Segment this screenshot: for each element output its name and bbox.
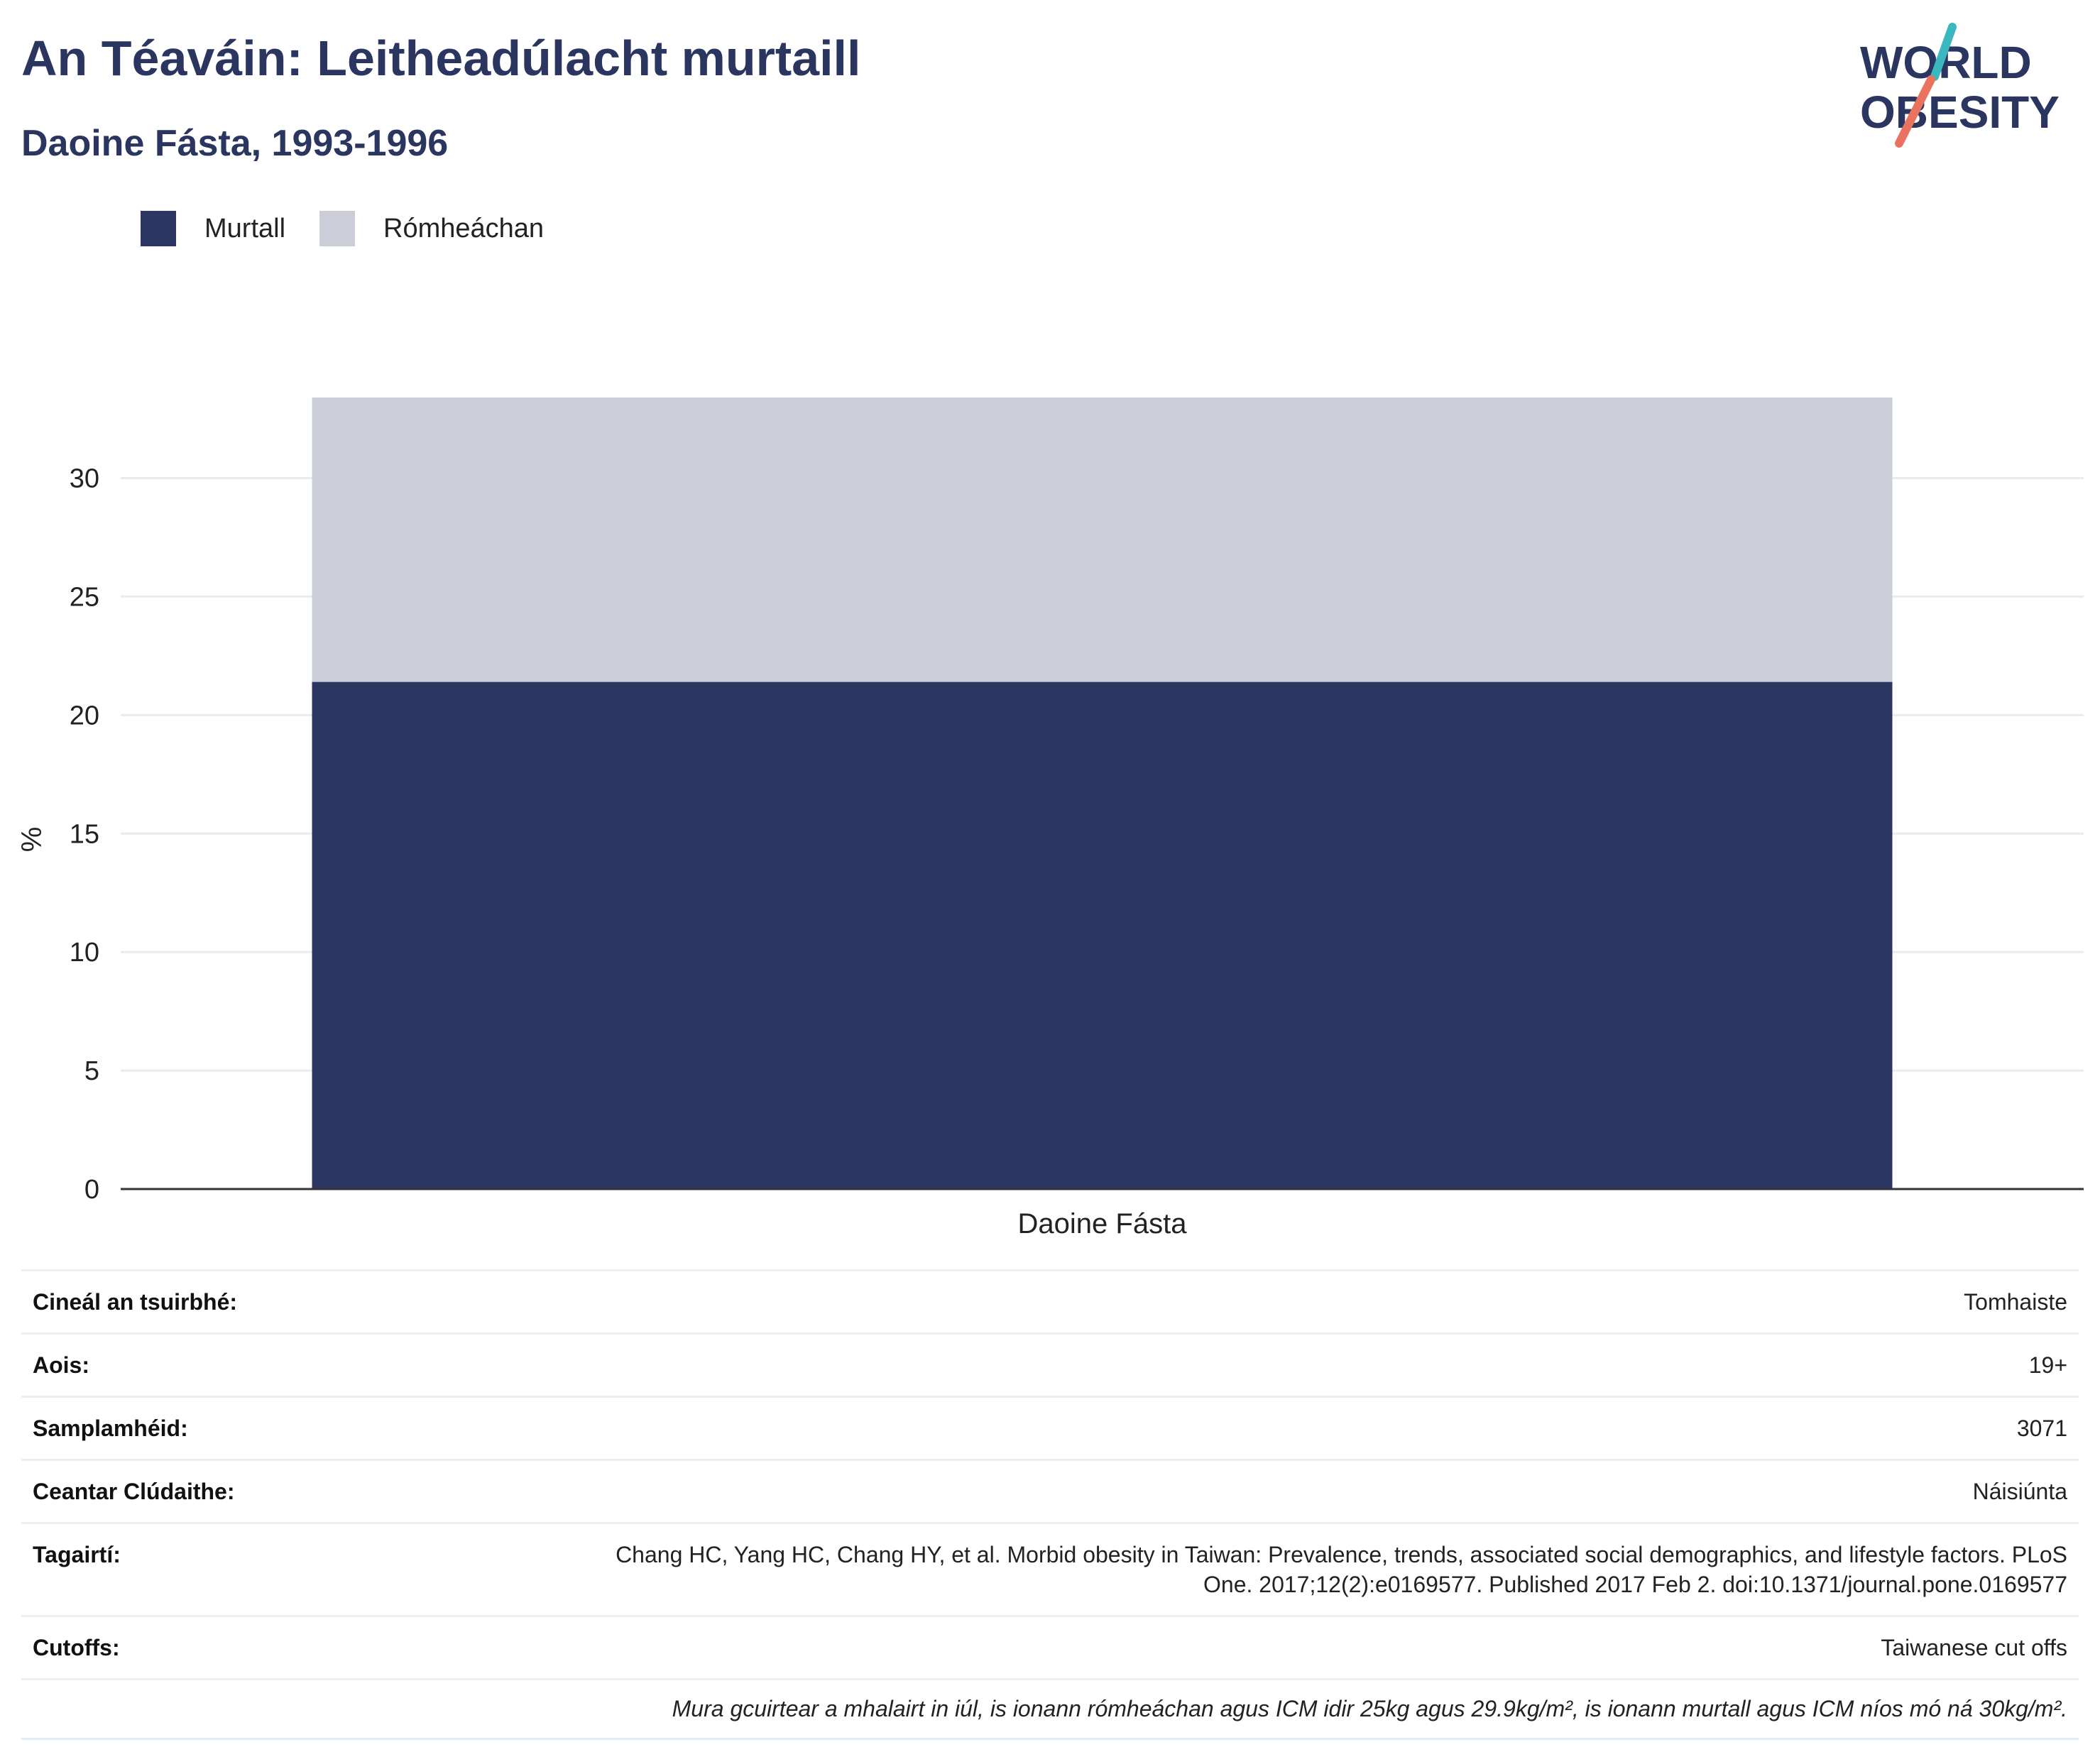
x-category-labels: Daoine Fásta bbox=[1018, 1208, 1188, 1239]
info-row: Aois: 19+ bbox=[21, 1332, 2079, 1396]
y-tick-labels: 0 5 10 15 20 25 30 bbox=[70, 464, 99, 1205]
legend-item-obese[interactable]: Murtall bbox=[141, 211, 285, 246]
info-label: Cutoffs: bbox=[33, 1635, 120, 1660]
y-tick-label: 0 bbox=[84, 1175, 99, 1205]
info-label: Ceantar Clúdaithe: bbox=[33, 1479, 235, 1504]
y-axis-label: % bbox=[16, 827, 48, 853]
info-label: Tagairtí: bbox=[33, 1542, 121, 1567]
info-value: Tomhaiste bbox=[1964, 1289, 2067, 1315]
info-row: Ceantar Clúdaithe: Náisiúnta bbox=[21, 1459, 2079, 1522]
legend-swatch-obese bbox=[141, 211, 176, 246]
info-label: Aois: bbox=[33, 1352, 89, 1378]
y-tick-label: 25 bbox=[70, 582, 99, 612]
legend-swatch-overweight bbox=[319, 211, 356, 246]
info-label: Samplamhéid: bbox=[33, 1415, 188, 1441]
info-row: Cutoffs: Taiwanese cut offs bbox=[21, 1615, 2079, 1678]
chart-title: An Téaváin: Leitheadúlacht murtaill bbox=[21, 31, 861, 86]
y-tick-label: 15 bbox=[70, 819, 99, 849]
info-value: Taiwanese cut offs bbox=[1881, 1635, 2067, 1660]
bars bbox=[312, 398, 1893, 1189]
y-tick-label: 10 bbox=[70, 938, 99, 968]
logo-line2: OBESITY bbox=[1860, 87, 2060, 138]
footnote: Mura gcuirtear a mhalairt in iúl, is ion… bbox=[21, 1678, 2079, 1740]
info-row: Cineál an tsuirbhé: Tomhaiste bbox=[21, 1269, 2079, 1332]
info-label: Cineál an tsuirbhé: bbox=[33, 1289, 238, 1315]
info-value: Chang HC, Yang HC, Chang HY, et al. Morb… bbox=[616, 1542, 2067, 1597]
info-value: Náisiúnta bbox=[1972, 1479, 2067, 1504]
bar-segment-obese[interactable] bbox=[312, 681, 1893, 1189]
world-obesity-logo: WORLD OBESITY bbox=[1860, 23, 2060, 148]
y-tick-label: 5 bbox=[84, 1056, 99, 1086]
info-value: 3071 bbox=[2016, 1415, 2067, 1441]
info-row: Samplamhéid: 3071 bbox=[21, 1396, 2079, 1459]
logo-teal-stroke bbox=[1930, 23, 1957, 81]
legend: Murtall Rómheáchan bbox=[141, 207, 578, 250]
bar-segment-overweight[interactable] bbox=[312, 398, 1893, 682]
x-category-label: Daoine Fásta bbox=[1018, 1208, 1188, 1239]
chart-subtitle: Daoine Fásta, 1993-1996 bbox=[21, 123, 449, 164]
info-row: Tagairtí: Chang HC, Yang HC, Chang HY, et… bbox=[21, 1522, 2079, 1615]
y-tick-label: 30 bbox=[70, 464, 99, 494]
info-table: Cineál an tsuirbhé: Tomhaiste Aois: 19+ Samp… bbox=[21, 1269, 2079, 1740]
info-value: 19+ bbox=[2028, 1352, 2067, 1378]
logo-coral-stroke bbox=[1895, 75, 1935, 148]
bar-chart: 0 5 10 15 20 25 30 % Daoine Fásta bbox=[16, 398, 2084, 1239]
legend-label-obese: Murtall bbox=[204, 213, 286, 243]
y-tick-label: 20 bbox=[70, 701, 99, 730]
legend-label-overweight: Rómheáchan bbox=[383, 213, 545, 243]
legend-item-overweight[interactable]: Rómheáchan bbox=[319, 211, 544, 246]
